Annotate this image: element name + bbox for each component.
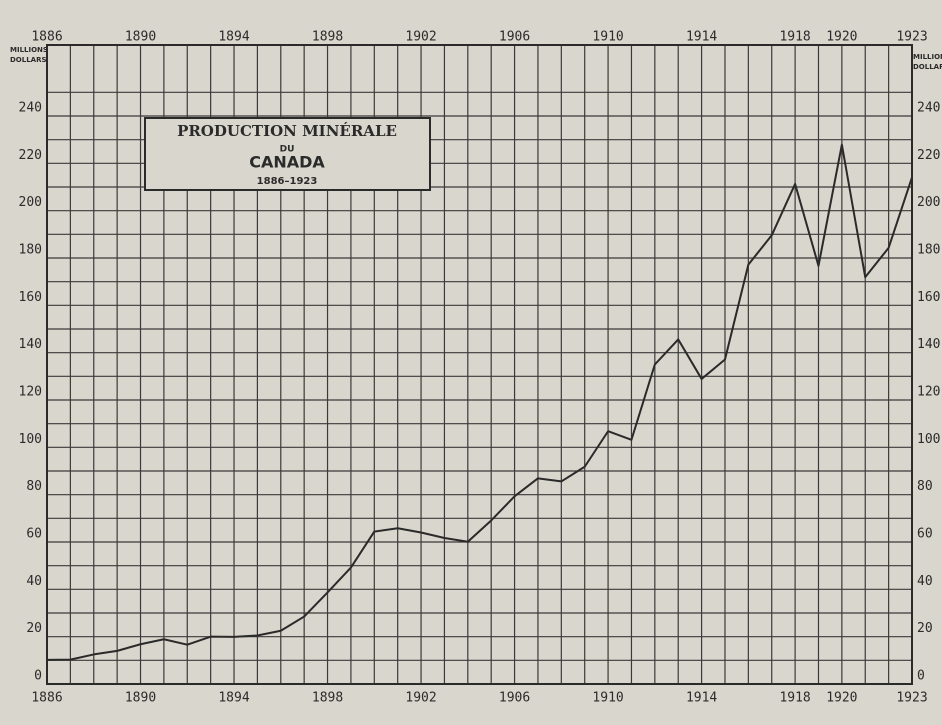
x-tick-label-top: 1906 [499,30,530,45]
x-tick-label: 1920 [826,691,857,706]
x-tick-label: 1902 [405,691,436,706]
x-tick-label: 1906 [499,691,530,706]
x-tick-label-top: 1914 [686,30,717,45]
x-tick-label-top: 1920 [826,30,857,45]
y-tick-label: 80 [917,479,933,494]
x-tick-label: 1890 [125,691,156,706]
x-tick-label: 1894 [218,691,249,706]
y-tick-label: 20 [26,621,42,636]
x-tick-label-top: 1890 [125,30,156,45]
y-label: MILLIONS [10,46,48,54]
y-label: DOLLARS [10,56,47,64]
y-tick-label: 120 [917,385,940,400]
y-tick-label: 140 [19,337,42,352]
y-label: DOLLARS [913,63,942,71]
y-tick-label: 220 [19,148,42,163]
x-tick-label-top: 1886 [31,30,62,45]
y-tick-label: 180 [19,243,42,258]
x-tick-label-top: 1898 [312,30,343,45]
y-tick-label: 60 [917,527,933,542]
y-tick-label: 20 [917,621,933,636]
y-tick-label: 40 [917,574,933,589]
x-tick-label-top: 1894 [218,30,249,45]
y-tick-label: 0 [34,669,42,684]
x-tick-label-top: 1918 [779,30,810,45]
chart-title: DU [280,145,295,155]
y-tick-label: 60 [26,527,42,542]
title-box [144,117,431,191]
y-tick-label: 220 [917,148,940,163]
y-tick-label: 0 [917,669,925,684]
y-tick-label: 100 [917,432,940,447]
y-tick-label: 100 [19,432,42,447]
x-tick-label-top: 1910 [592,30,623,45]
y-tick-label: 120 [19,385,42,400]
y-tick-label: 160 [917,290,940,305]
data-line [46,143,913,661]
y-tick-label: 200 [19,195,42,210]
y-tick-label: 240 [917,101,940,116]
x-tick-label: 1910 [592,691,623,706]
y-tick-label: 180 [917,243,940,258]
plot-frame [46,44,913,685]
x-tick-label: 1918 [779,691,810,706]
y-tick-label: 40 [26,574,42,589]
x-tick-label-top: 1902 [405,30,436,45]
x-tick-label: 1886 [31,691,62,706]
chart-title: PRODUCTION MINÉRALE [177,122,397,140]
x-tick-label-top: 1923 [896,30,927,45]
y-tick-label: 140 [917,337,940,352]
x-tick-label: 1923 [896,691,927,706]
y-tick-label: 200 [917,195,940,210]
x-tick-label: 1898 [312,691,343,706]
y-tick-label: 160 [19,290,42,305]
y-tick-label: 80 [26,479,42,494]
chart-title: CANADA [249,153,325,172]
y-tick-label: 240 [19,101,42,116]
x-tick-label: 1914 [686,691,717,706]
chart-subtitle: 1886–1923 [257,176,318,187]
y-label: MILLIONS [913,53,942,61]
